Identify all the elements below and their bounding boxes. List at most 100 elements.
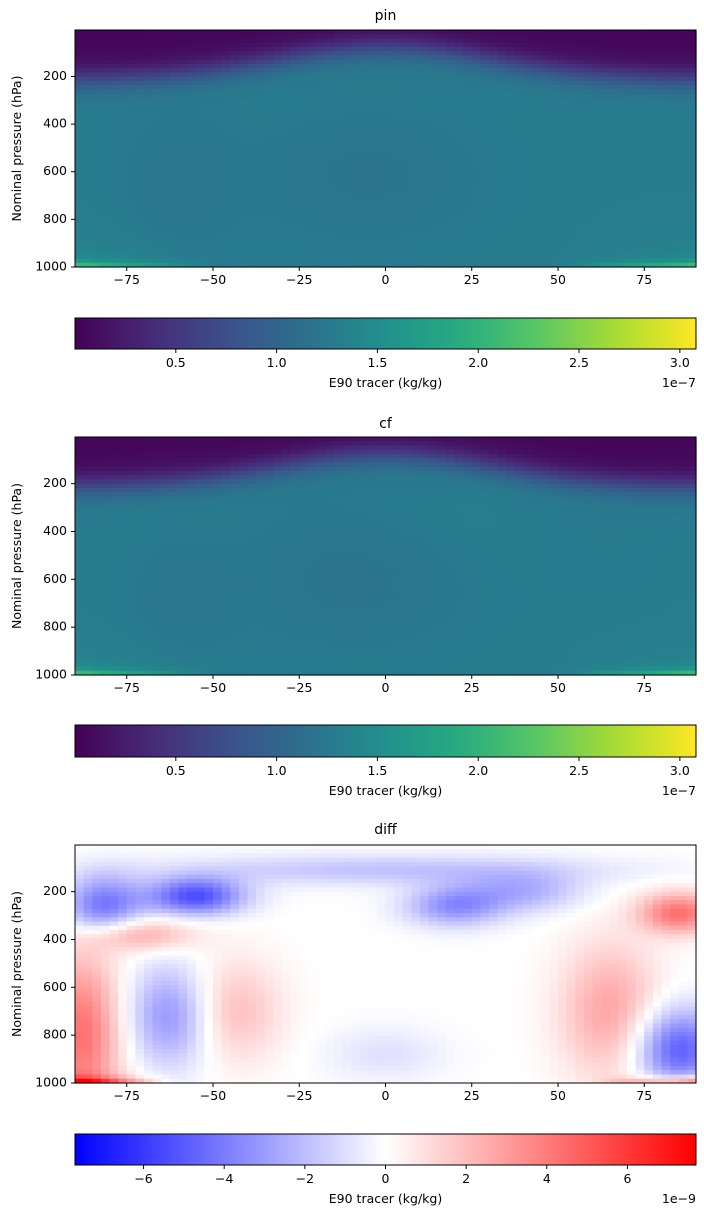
heatmap-cell (514, 63, 525, 69)
heatmap-cell (109, 30, 119, 35)
heatmap-cell (428, 114, 438, 120)
heatmap-cell (394, 85, 404, 90)
heatmap-cell (601, 131, 611, 137)
heatmap-cell (506, 466, 516, 472)
heatmap-cell (670, 140, 680, 145)
heatmap-cell (592, 106, 602, 112)
heatmap-cell (75, 30, 85, 35)
heatmap-cell (213, 250, 223, 255)
heatmap-cell (618, 76, 628, 82)
heatmap-cell (118, 250, 128, 255)
heatmap-cell (376, 135, 387, 141)
heatmap-cell (195, 173, 205, 179)
heatmap-cell (376, 152, 387, 158)
heatmap-cell (480, 441, 490, 447)
heatmap-cell (264, 483, 274, 489)
heatmap-cell (678, 258, 688, 264)
heatmap-cell (118, 471, 128, 476)
heatmap-cell (506, 250, 516, 255)
heatmap-cell (532, 97, 542, 103)
heatmap-cell (230, 245, 240, 251)
heatmap-cell (109, 237, 119, 243)
heatmap-cell (351, 449, 361, 455)
heatmap-cell (359, 114, 369, 120)
heatmap-cell (109, 479, 119, 485)
heatmap-cell (135, 72, 145, 78)
heatmap-cell (109, 178, 119, 183)
heatmap-cell (678, 441, 688, 447)
heatmap-cell (497, 445, 507, 451)
heatmap-cell (532, 59, 542, 65)
heatmap-cell (92, 479, 102, 485)
heatmap-cell (75, 178, 85, 183)
heatmap-cell (178, 471, 188, 476)
heatmap-cell (463, 55, 473, 61)
heatmap-cell (411, 51, 421, 56)
heatmap-cell (316, 437, 326, 442)
heatmap-cell (333, 462, 343, 468)
heatmap-cell (618, 449, 628, 455)
heatmap-cell (480, 80, 490, 86)
heatmap-cell (264, 72, 274, 78)
heatmap-cell (152, 161, 162, 167)
heatmap-cell (118, 211, 128, 217)
heatmap-cell (92, 258, 102, 264)
heatmap-cell (299, 63, 309, 69)
heatmap-cell (402, 89, 412, 95)
heatmap-cell (411, 106, 421, 112)
heatmap-cell (230, 195, 240, 200)
heatmap-cell (376, 59, 387, 65)
heatmap-cell (609, 131, 619, 137)
heatmap-cell (566, 445, 576, 451)
heatmap-cell (558, 85, 568, 90)
heatmap-cell (368, 224, 378, 230)
heatmap-cell (549, 173, 559, 179)
heatmap-cell (169, 165, 180, 171)
heatmap-cell (514, 220, 525, 226)
heatmap-cell (144, 241, 154, 247)
heatmap-cell (333, 169, 343, 175)
heatmap-cell (644, 110, 654, 116)
heatmap-cell (437, 30, 447, 35)
heatmap-cell (204, 127, 214, 133)
heatmap-cell (523, 110, 533, 116)
heatmap-cell (359, 85, 369, 90)
heatmap-cell (221, 203, 231, 209)
heatmap-cell (290, 135, 300, 141)
heatmap-cell (428, 76, 438, 82)
heatmap-cell (445, 241, 456, 247)
heatmap-cell (282, 203, 292, 209)
heatmap-cell (187, 449, 197, 455)
heatmap-cell (75, 80, 85, 86)
heatmap-cell (678, 72, 688, 78)
heatmap-cell (394, 441, 404, 447)
heatmap-cell (264, 454, 274, 459)
heatmap-cell (169, 152, 180, 158)
heatmap-cell (635, 127, 645, 133)
heatmap-cell (437, 190, 447, 196)
heatmap-cell (256, 449, 266, 455)
heatmap-cell (627, 471, 637, 476)
heatmap-cell (187, 161, 197, 167)
heatmap-cell (627, 228, 637, 234)
heatmap-cell (514, 195, 525, 200)
heatmap-cell (169, 80, 180, 86)
heatmap-cell (411, 123, 421, 128)
heatmap-cell (273, 224, 283, 230)
heatmap-cell (402, 190, 412, 196)
heatmap-cell (652, 144, 663, 150)
heatmap-cell (497, 449, 507, 455)
heatmap-cell (506, 211, 516, 217)
heatmap-cell (627, 441, 637, 447)
heatmap-cell (100, 228, 111, 234)
heatmap-cell (420, 123, 430, 128)
heatmap-cell (152, 76, 162, 82)
heatmap-cell (290, 80, 300, 86)
heatmap-cell (307, 118, 318, 124)
heatmap-cell (480, 173, 490, 179)
heatmap-cell (471, 173, 481, 179)
heatmap-cell (299, 68, 309, 73)
heatmap-cell (83, 458, 93, 464)
heatmap-cell (635, 228, 645, 234)
